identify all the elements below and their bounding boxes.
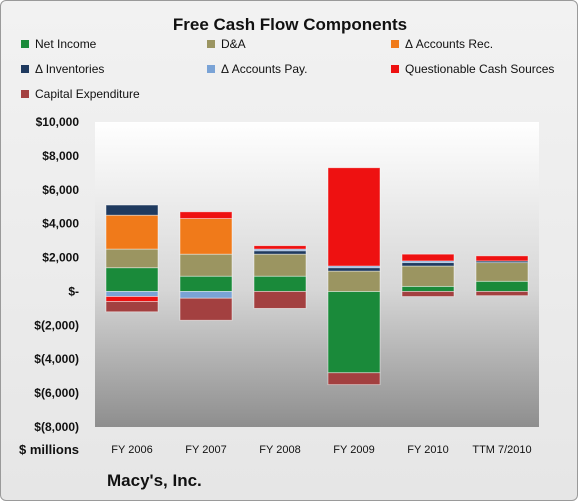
plot-area <box>95 122 539 427</box>
legend-swatch <box>391 65 399 73</box>
legend-label: Questionable Cash Sources <box>405 62 555 76</box>
y-tick-label: $6,000 <box>42 183 79 197</box>
chart-title: Free Cash Flow Components <box>172 15 408 34</box>
bar-segment <box>253 291 307 309</box>
bar-segment <box>179 275 233 292</box>
bar-segment <box>179 218 233 255</box>
bar-segment <box>179 211 233 219</box>
bar-segment <box>327 267 381 272</box>
bar-segment <box>105 267 159 292</box>
x-tick-label: FY 2010 <box>407 444 448 456</box>
bar-segment <box>475 291 529 297</box>
bar-segment <box>105 214 159 250</box>
bar-segment <box>179 297 233 321</box>
bar-segment <box>401 265 455 287</box>
bar-segment <box>253 245 307 250</box>
bar-segment <box>327 270 381 292</box>
legend-label: Δ Accounts Rec. <box>405 37 494 51</box>
bar-segment <box>253 250 307 255</box>
legend-label: Δ Accounts Pay. <box>221 62 308 76</box>
bar-segment <box>401 262 455 267</box>
bar-segment <box>253 275 307 292</box>
legend-item: Capital Expenditure <box>21 87 140 101</box>
x-axis-label: $ millions <box>19 442 79 457</box>
legend-swatch <box>391 40 399 48</box>
bar-segment <box>475 255 529 262</box>
bar-segment <box>105 301 159 313</box>
bar-segment <box>327 291 381 374</box>
y-tick-label: $4,000 <box>42 217 79 231</box>
legend-label: Capital Expenditure <box>35 87 140 101</box>
y-tick-label: $(8,000) <box>34 420 79 434</box>
y-tick-label: $(4,000) <box>34 352 79 366</box>
bar-segment <box>105 204 159 216</box>
bar-segment <box>401 291 455 297</box>
x-tick-label: FY 2006 <box>111 444 152 456</box>
legend-item: Δ Inventories <box>21 62 104 76</box>
bar-segment <box>105 296 159 303</box>
bar-segment <box>253 253 307 277</box>
legend-swatch <box>21 40 29 48</box>
x-tick-label: FY 2008 <box>259 444 300 456</box>
legend-item: Questionable Cash Sources <box>391 62 554 76</box>
bar-segment <box>401 253 455 262</box>
bar-segment <box>179 253 233 277</box>
y-tick-label: $(2,000) <box>34 318 79 332</box>
legend-swatch <box>21 65 29 73</box>
bar-segment <box>179 291 233 299</box>
bar-segment <box>327 372 381 386</box>
y-tick-label: $2,000 <box>42 251 79 265</box>
legend-label: Δ Inventories <box>35 62 105 76</box>
bar-segment <box>327 167 381 267</box>
bar-segment <box>105 248 159 269</box>
y-tick-label: $(6,000) <box>34 386 79 400</box>
legend-item: Δ Accounts Pay. <box>207 62 308 76</box>
company-label: Macy's, Inc. <box>107 471 202 490</box>
legend-swatch <box>207 40 215 48</box>
legend-item: D&A <box>207 37 246 51</box>
legend-label: D&A <box>221 37 246 51</box>
legend-swatch <box>21 90 29 98</box>
y-tick-label: $10,000 <box>36 115 80 129</box>
bar-segment <box>475 262 529 282</box>
legend-item: Net Income <box>21 37 96 51</box>
legend-label: Net Income <box>35 37 97 51</box>
x-tick-label: FY 2009 <box>333 444 374 456</box>
legend-swatch <box>207 65 215 73</box>
x-tick-label: TTM 7/2010 <box>472 444 531 456</box>
legend-item: Δ Accounts Rec. <box>391 37 493 51</box>
y-tick-label: $8,000 <box>42 149 79 163</box>
chart-legend: Net Income D&A Δ Accounts Rec. Δ Inventorie… <box>21 37 571 103</box>
bar-segment <box>401 285 455 292</box>
y-tick-label: $- <box>68 284 79 298</box>
bar-segment <box>475 280 529 292</box>
bar-segment <box>105 291 159 297</box>
x-tick-label: FY 2007 <box>185 444 226 456</box>
